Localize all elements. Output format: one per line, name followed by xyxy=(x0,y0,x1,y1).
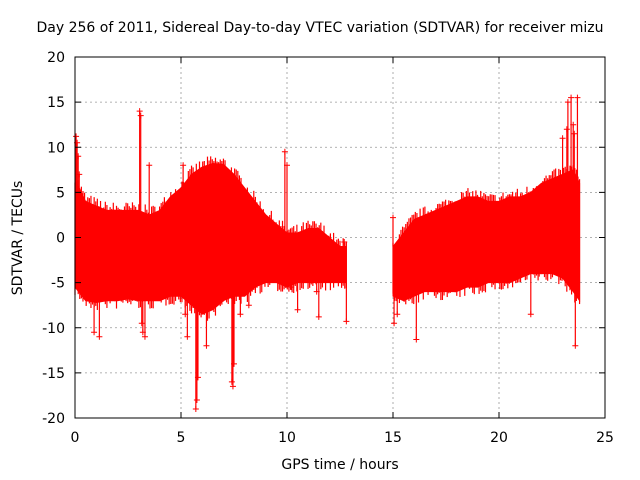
data-point xyxy=(245,302,252,309)
data-point xyxy=(284,162,290,169)
x-tick-label: 5 xyxy=(177,430,186,446)
band-envelope xyxy=(392,169,581,303)
data-points xyxy=(73,94,581,412)
data-point xyxy=(203,342,210,349)
data-point xyxy=(138,320,145,327)
data-point xyxy=(536,270,543,277)
data-point xyxy=(76,171,83,178)
data-point xyxy=(146,162,153,169)
axis-ticks: 0 5 10 15 20 25 -20 -15 -10 -5 0 5 10 15 20 xyxy=(42,50,614,446)
data-point xyxy=(568,94,575,101)
data-point xyxy=(527,311,534,318)
data-point xyxy=(228,378,235,385)
data-point xyxy=(184,333,191,340)
data-point xyxy=(563,126,570,133)
chart-title: Day 256 of 2011, Sidereal Day-to-day VTE… xyxy=(36,20,604,36)
data-point xyxy=(391,320,398,327)
data-point xyxy=(231,360,237,367)
data-point xyxy=(229,383,236,390)
x-tick-label: 15 xyxy=(384,430,402,446)
data-point xyxy=(194,374,201,381)
y-tick-label: 15 xyxy=(47,95,65,111)
data-point xyxy=(315,313,322,320)
data-point xyxy=(180,162,187,169)
data-point xyxy=(281,148,288,155)
data-point xyxy=(294,306,301,313)
data-point xyxy=(574,94,581,101)
series-outliers xyxy=(73,94,581,412)
y-tick-label: -10 xyxy=(42,321,65,337)
data-point xyxy=(571,130,578,137)
x-tick-label: 10 xyxy=(278,430,296,446)
y-tick-label: -5 xyxy=(51,276,65,292)
data-point xyxy=(570,121,577,128)
data-point xyxy=(193,396,200,403)
data-point xyxy=(136,108,143,115)
data-point xyxy=(237,311,244,318)
data-point xyxy=(192,405,199,412)
data-point xyxy=(341,239,348,246)
data-point xyxy=(390,214,396,221)
data-point xyxy=(288,284,295,291)
data-point xyxy=(137,112,144,119)
x-tick-label: 20 xyxy=(490,430,508,446)
data-point xyxy=(572,342,579,349)
data-point xyxy=(413,336,420,343)
y-tick-label: 20 xyxy=(47,50,65,66)
data-point xyxy=(559,135,566,142)
x-tick-label: 25 xyxy=(596,430,614,446)
x-axis-label: GPS time / hours xyxy=(281,457,399,473)
series-band xyxy=(392,164,581,305)
data-point xyxy=(75,153,82,160)
x-tick-label: 0 xyxy=(71,430,80,446)
y-tick-label: 10 xyxy=(47,140,65,156)
y-axis-label: SDTVAR / TECUs xyxy=(10,180,26,296)
data-point xyxy=(343,318,350,325)
data-point xyxy=(96,333,103,340)
data-point xyxy=(91,329,98,336)
data-point xyxy=(564,99,571,106)
data-point xyxy=(73,133,80,140)
data-point xyxy=(141,333,148,340)
y-tick-label: -20 xyxy=(42,411,65,427)
data-point xyxy=(394,311,401,318)
y-tick-label: 5 xyxy=(56,185,65,201)
y-tick-label: 0 xyxy=(56,231,65,247)
series-band xyxy=(74,156,347,321)
y-tick-label: -15 xyxy=(42,366,65,382)
